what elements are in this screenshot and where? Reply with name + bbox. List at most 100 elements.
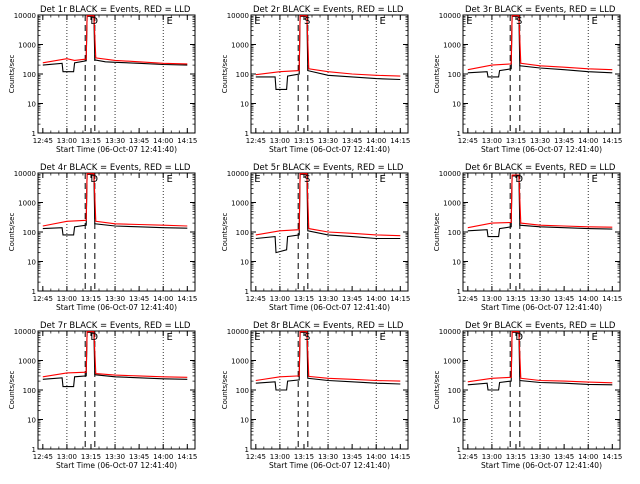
plot-frame (462, 14, 621, 134)
marker-label: E (591, 16, 597, 27)
y-tick-label: 1000 (443, 358, 461, 366)
x-tick-label: 13:00 (57, 137, 77, 145)
x-tick-label: 14:15 (177, 137, 197, 145)
y-tick-label: 10 (240, 417, 249, 425)
series-line-events (255, 173, 401, 254)
x-tick-label: 13:15 (506, 453, 526, 461)
x-tick-label: 13:00 (482, 295, 502, 303)
panel-det-3: Det 3r BLACK = Events, RED = LLD 1 10 100 10… (433, 5, 622, 154)
x-tick-label: 12:45 (33, 137, 53, 145)
y-tick-label: 10 (27, 417, 36, 425)
series-line-events (42, 15, 188, 73)
x-tick-label: 12:45 (246, 137, 266, 145)
series-line-lld (467, 174, 613, 229)
y-axis-label: Counts/sec (433, 371, 441, 410)
y-tick-label: 1000 (18, 358, 36, 366)
y-axis-label: Counts/sec (8, 55, 16, 94)
y-tick-label: 10000 (439, 328, 461, 336)
x-tick-label: 13:15 (294, 453, 314, 461)
x-tick-label: 13:45 (554, 137, 574, 145)
y-tick-label: 10000 (439, 12, 461, 20)
marker-label: E (254, 16, 260, 27)
x-tick-label: 12:45 (33, 453, 53, 461)
y-tick-label: 10 (27, 101, 36, 109)
marker-label: S (304, 332, 310, 343)
plot-frame (37, 330, 196, 450)
marker-label: D (90, 16, 98, 27)
panel-title: Det 3r BLACK = Events, RED = LLD (465, 5, 616, 15)
x-tick-label: 13:30 (318, 295, 338, 303)
plot-frame (250, 330, 409, 450)
y-axis-label: Counts/sec (221, 213, 229, 252)
x-tick-label: 14:00 (578, 295, 598, 303)
y-tick-label: 100 (23, 71, 36, 79)
x-tick-label: 12:45 (458, 137, 478, 145)
plot-frame (462, 330, 621, 450)
y-tick-label: 10 (240, 101, 249, 109)
y-tick-label: 1 (245, 446, 249, 454)
y-tick-label: 1000 (231, 42, 249, 50)
x-tick-label: 13:45 (554, 295, 574, 303)
x-tick-label: 12:45 (33, 295, 53, 303)
series-line-lld (467, 331, 613, 384)
x-tick-label: 14:15 (602, 137, 622, 145)
y-axis-label: Counts/sec (221, 371, 229, 410)
x-tick-label: 13:30 (530, 453, 550, 461)
x-axis-label: Start Time (06-Oct-07 12:41:40) (481, 145, 602, 154)
x-tick-label: 14:00 (153, 295, 173, 303)
y-tick-label: 1000 (18, 200, 36, 208)
panel-det-4: Det 4r BLACK = Events, RED = LLD 1 10 100 10… (8, 163, 197, 312)
marker-label: S (304, 174, 310, 185)
marker-label: E (166, 16, 172, 27)
x-tick-label: 13:15 (506, 137, 526, 145)
plot-frame (250, 14, 409, 134)
y-tick-label: 10000 (14, 328, 36, 336)
y-tick-label: 100 (236, 229, 249, 237)
y-tick-label: 10000 (227, 12, 249, 20)
x-tick-label: 13:00 (270, 453, 290, 461)
marker-label: D (90, 174, 98, 185)
y-tick-label: 1 (245, 288, 249, 296)
x-tick-label: 13:45 (129, 295, 149, 303)
marker-label: D (515, 332, 523, 343)
x-tick-label: 14:15 (602, 453, 622, 461)
x-tick-label: 13:30 (530, 295, 550, 303)
x-axis-label: Start Time (06-Oct-07 12:41:40) (269, 145, 390, 154)
y-axis-label: Counts/sec (8, 213, 16, 252)
y-tick-label: 1 (457, 130, 461, 138)
y-tick-label: 1 (32, 446, 36, 454)
y-tick-label: 1 (245, 130, 249, 138)
panel-det-2: Det 2r BLACK = Events, RED = LLD 1 10 100 10… (221, 5, 410, 154)
plot-frame (462, 172, 621, 292)
y-tick-label: 1 (457, 446, 461, 454)
y-tick-label: 100 (236, 387, 249, 395)
marker-label: E (254, 174, 260, 185)
x-axis-label: Start Time (06-Oct-07 12:41:40) (269, 303, 390, 312)
x-tick-label: 13:15 (81, 137, 101, 145)
x-tick-label: 13:00 (57, 453, 77, 461)
panel-title: Det 5r BLACK = Events, RED = LLD (253, 163, 404, 173)
y-tick-label: 10 (240, 259, 249, 267)
x-tick-label: 14:00 (366, 137, 386, 145)
marker-label: S (304, 16, 310, 27)
x-tick-label: 13:00 (482, 453, 502, 461)
x-tick-label: 14:00 (153, 137, 173, 145)
series-line-lld (255, 173, 401, 237)
x-tick-label: 14:00 (366, 453, 386, 461)
y-tick-label: 100 (23, 229, 36, 237)
y-tick-label: 1000 (231, 200, 249, 208)
series-line-lld (467, 15, 613, 71)
x-tick-label: 14:00 (153, 453, 173, 461)
y-tick-label: 1000 (18, 42, 36, 50)
panel-title: Det 7r BLACK = Events, RED = LLD (40, 321, 191, 331)
y-tick-label: 1 (32, 130, 36, 138)
y-tick-label: 1 (457, 288, 461, 296)
marker-label: E (254, 332, 260, 343)
panel-title: Det 1r BLACK = Events, RED = LLD (40, 5, 191, 15)
panel-title: Det 9r BLACK = Events, RED = LLD (465, 321, 616, 331)
y-axis-label: Counts/sec (221, 55, 229, 94)
y-tick-label: 10 (452, 417, 461, 425)
y-tick-label: 100 (236, 71, 249, 79)
x-tick-label: 13:00 (270, 137, 290, 145)
y-tick-label: 100 (448, 229, 461, 237)
